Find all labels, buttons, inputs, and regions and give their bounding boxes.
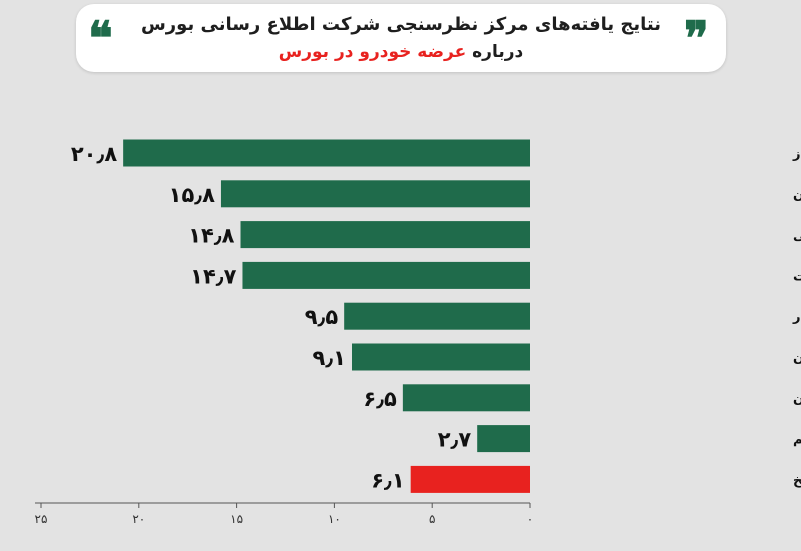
- value-label: ۱۴٫۷: [190, 264, 236, 288]
- close-quote-icon: ❞: [684, 11, 709, 65]
- value-label: ۶٫۱: [371, 468, 404, 492]
- bar: [220, 180, 530, 208]
- value-label: ۹٫۱: [313, 346, 346, 370]
- category-label: با عرضه خودرو در بورس کالا مخالفم: [793, 433, 801, 448]
- x-tick-label: ۰: [527, 512, 533, 526]
- value-label: ۶٫۵: [363, 387, 397, 411]
- bar: [402, 384, 530, 412]
- category-label: نظری ندارم/بی پاسخ: [793, 473, 801, 488]
- category-label: مشخص بودن خریداران: [793, 351, 801, 366]
- bar: [344, 302, 530, 330]
- subtitle-prefix: درباره: [472, 42, 524, 62]
- category-label: حذف قرعه کشی خودرو از طرف خودروساز: [792, 147, 801, 162]
- value-label: ۱۴٫۸: [188, 224, 234, 248]
- bar: [123, 139, 530, 167]
- chart-subtitle: درباره عرضه خودرو در بورس: [76, 42, 726, 62]
- bar: [410, 465, 530, 493]
- subtitle-highlight: عرضه خودرو در بورس: [278, 42, 467, 62]
- category-label: عدم دپوی تولیدات توسط دلالان: [793, 188, 801, 203]
- x-tick-label: ۲۰: [132, 512, 145, 526]
- open-quote-icon: ❝: [88, 11, 113, 65]
- bar: [352, 343, 530, 371]
- x-tick-label: ۱۰: [328, 512, 341, 526]
- value-label: ۲٫۷: [438, 428, 472, 452]
- value-label: ۹٫۵: [305, 305, 339, 329]
- bar: [477, 425, 530, 453]
- x-tick-label: ۱۵: [230, 512, 243, 526]
- title-card: نتایج یافته‌های مرکز نظرسنجی شرکت اطلاع …: [76, 4, 726, 72]
- category-label: افزایش منافع سهامداران: [793, 392, 801, 407]
- category-label: عرضه خودرو با قیمت پایین تر از بازار: [792, 310, 801, 325]
- x-tick-label: ۵: [429, 512, 435, 526]
- bar: [240, 221, 530, 249]
- value-label: ۲۰٫۸: [71, 142, 117, 166]
- category-label: شفافیت معاملاتی: [793, 229, 801, 244]
- x-tick-label: ۲۵: [35, 512, 48, 526]
- value-label: ۱۵٫۸: [169, 183, 215, 207]
- chart-title: نتایج یافته‌های مرکز نظرسنجی شرکت اطلاع …: [140, 14, 662, 35]
- category-label: جلوگیری از رانت: [793, 268, 801, 284]
- bar: [242, 261, 530, 289]
